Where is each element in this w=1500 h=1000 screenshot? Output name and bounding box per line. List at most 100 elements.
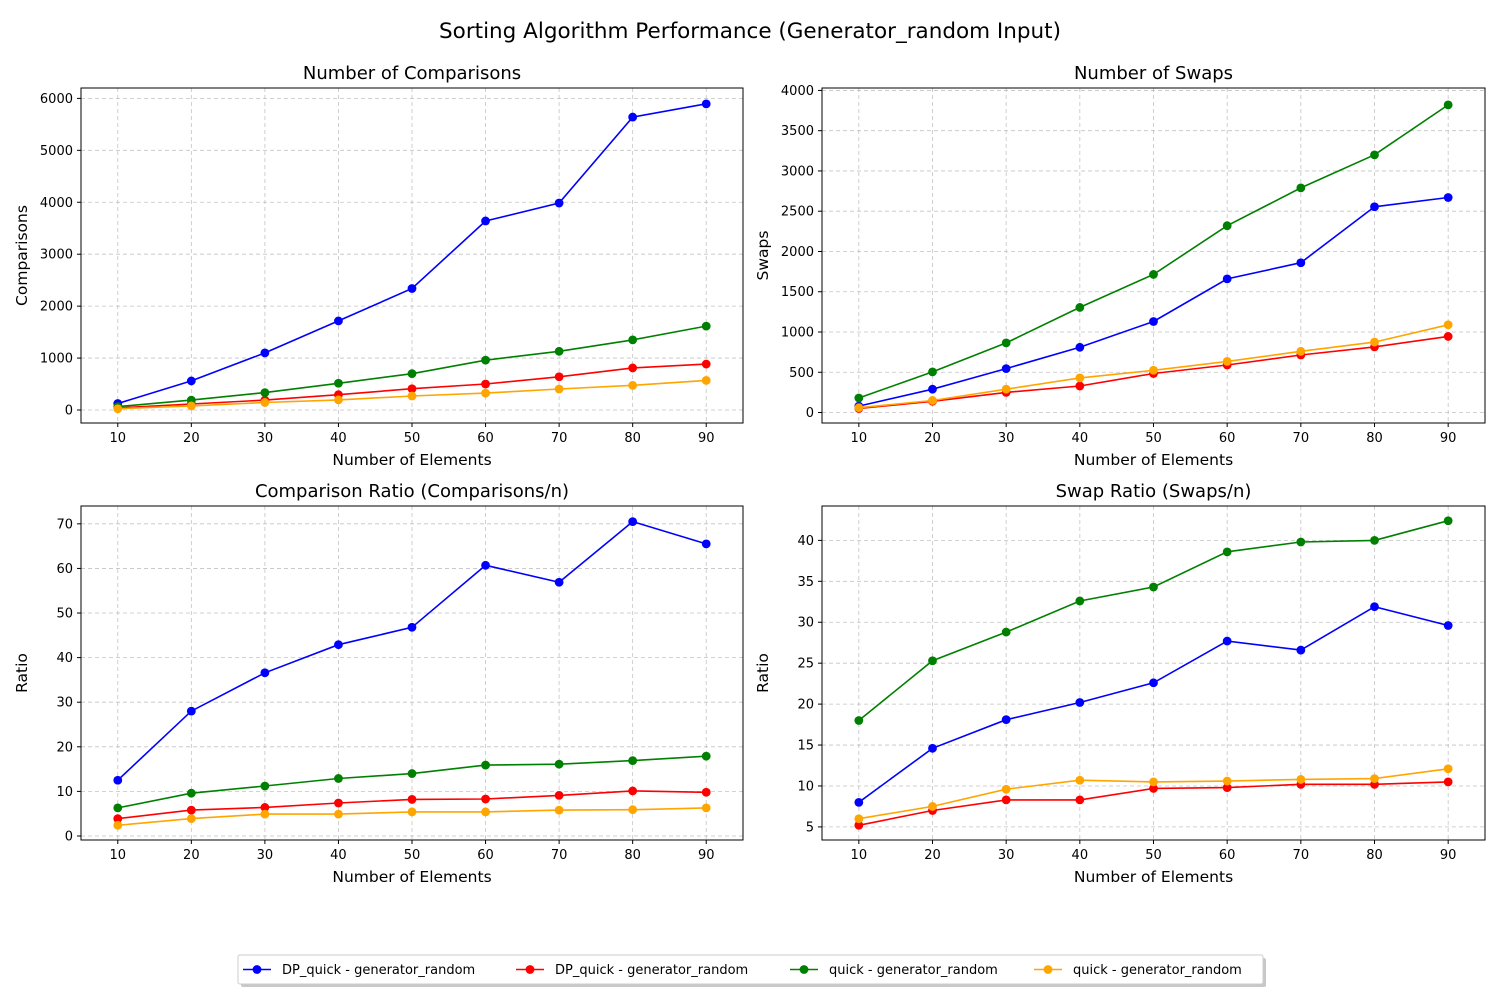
x-axis-ticks: 10 20 30 40 50 60 70 80 90 [110,840,714,863]
y-tick-label: 20 [797,698,814,713]
data-point [1443,777,1453,787]
data-point [113,404,123,414]
data-point [260,809,270,819]
legend-entry-3: quick - generator_random [790,963,998,978]
data-point [1075,596,1085,606]
data-point [628,786,638,796]
y-tick-label: 5 [806,820,814,835]
x-axis-ticks: 10 20 30 40 50 60 70 80 90 [851,423,1457,446]
x-tick-label: 10 [851,848,868,863]
x-tick-label: 20 [924,431,941,446]
series-3 [113,751,711,813]
data-point [554,384,564,394]
data-point [854,403,864,413]
data-point [1075,381,1085,391]
data-point [481,760,490,770]
y-tick-label: 30 [797,616,814,631]
legend-marker [525,965,535,974]
data-point [628,380,638,390]
data-point [186,814,196,823]
data-point [928,384,937,394]
y-tick-label: 70 [56,517,73,532]
y-tick-label: 2000 [781,245,814,260]
x-tick-label: 60 [1219,848,1236,863]
data-point [554,577,564,587]
data-point [1149,678,1158,688]
data-point [1370,202,1379,212]
y-tick-label: 3000 [40,248,73,263]
series-1 [113,517,711,785]
x-axis-ticks: 10 20 30 40 50 60 70 80 90 [110,423,714,446]
x-tick-label: 30 [257,848,274,863]
x-tick-label: 20 [924,848,941,863]
data-point [260,388,270,398]
y-tick-label: 60 [56,562,73,577]
y-tick-label: 0 [65,404,73,419]
data-point [701,751,711,761]
data-point [407,795,417,804]
data-point [1149,582,1158,592]
y-axis-label: Swaps [754,231,772,281]
x-tick-label: 50 [1145,431,1162,446]
series-4 [113,376,711,414]
y-tick-label: 1000 [40,352,73,367]
x-tick-label: 50 [404,848,421,863]
legend-marker [799,965,809,974]
series-2 [113,786,711,823]
data-point [334,809,343,819]
data-point [1075,775,1085,785]
data-point [1149,777,1158,787]
data-point [334,395,343,405]
data-point [1149,317,1158,326]
y-axis-ticks: 0 10 20 30 40 50 60 70 [56,517,81,844]
data-point [628,335,638,345]
data-point [1149,270,1158,279]
x-tick-label: 60 [477,431,494,446]
data-point [1075,303,1085,312]
y-tick-label: 10 [797,779,814,794]
x-tick-label: 40 [330,848,347,863]
x-tick-label: 80 [624,431,641,446]
y-tick-label: 35 [797,575,814,590]
data-point [854,716,864,725]
y-axis-ticks: 5 10 15 20 25 30 35 40 [797,534,822,835]
x-tick-label: 30 [998,848,1015,863]
data-point [928,743,937,753]
data-point [928,802,937,811]
y-tick-label: 6000 [40,92,73,107]
subplot-title: Comparison Ratio (Comparisons/n) [255,481,569,502]
data-point [1370,774,1379,784]
data-point [1001,364,1011,374]
data-point [854,393,864,403]
y-tick-label: 10 [56,785,73,800]
y-tick-label: 0 [806,406,814,421]
data-point [1222,221,1232,231]
x-tick-label: 60 [1219,431,1236,446]
y-tick-label: 20 [56,740,73,755]
x-tick-label: 90 [1440,431,1457,446]
data-point [407,391,417,401]
x-axis-label: Number of Elements [1074,868,1233,886]
data-point [481,216,490,226]
data-point [1443,516,1453,526]
data-point [628,112,638,122]
legend-box [237,954,1264,985]
gridlines [81,506,743,840]
x-tick-label: 70 [551,848,568,863]
data-point [407,622,417,632]
y-axis-ticks: 0 1000 2000 3000 4000 5000 6000 [40,92,81,419]
data-point [1001,715,1011,725]
subplot-3: 10 20 30 40 50 60 70 80 90 0 10 20 30 40 50 60 70 Compari… [13,481,744,886]
x-tick-label: 30 [257,431,274,446]
y-tick-label: 1000 [781,326,814,341]
y-tick-label: 30 [56,696,73,711]
data-point [334,640,343,650]
data-point [1222,776,1232,786]
data-point [407,369,417,379]
data-point [1296,346,1306,356]
data-point [334,378,343,388]
data-point [481,560,490,570]
data-point [1443,332,1453,341]
series-1 [854,193,1453,411]
